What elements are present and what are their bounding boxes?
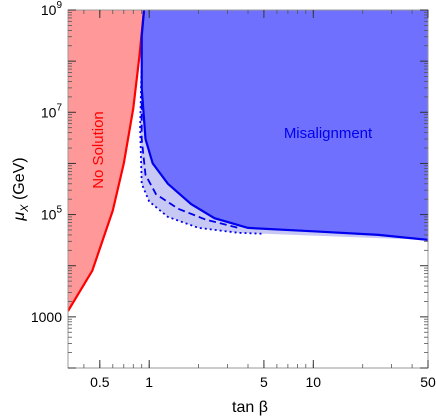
dashed-boundary bbox=[140, 36, 239, 229]
misalignment-label: Misalignment bbox=[284, 125, 373, 142]
dotted-boundary bbox=[139, 61, 264, 235]
no-solution-label: No Solution bbox=[90, 111, 107, 189]
y-tick-label: 1000 bbox=[31, 309, 62, 325]
x-tick-label: 10 bbox=[306, 374, 322, 390]
x-tick-label: 50 bbox=[420, 374, 436, 390]
x-tick-label: 1 bbox=[145, 374, 153, 390]
y-axis-title: μX (GeV) bbox=[11, 157, 31, 221]
y-tick-label: 107 bbox=[41, 102, 63, 120]
x-tick-label: 0.5 bbox=[90, 374, 110, 390]
no-solution-boundary bbox=[68, 10, 146, 312]
labels: 0.5 1 5 10 50 1000 105 107 109 tan β μX (GeV) No So… bbox=[11, 0, 436, 416]
axes bbox=[67, 9, 429, 369]
plot-area bbox=[68, 10, 428, 312]
x-tick-label: 5 bbox=[260, 374, 268, 390]
y-tick-label: 105 bbox=[41, 205, 63, 223]
misalignment-boundary bbox=[140, 10, 428, 241]
x-axis-title: tan β bbox=[232, 399, 268, 416]
misalignment-region bbox=[141, 10, 428, 240]
y-tick-label: 109 bbox=[41, 0, 63, 18]
no-solution-region bbox=[68, 10, 144, 311]
